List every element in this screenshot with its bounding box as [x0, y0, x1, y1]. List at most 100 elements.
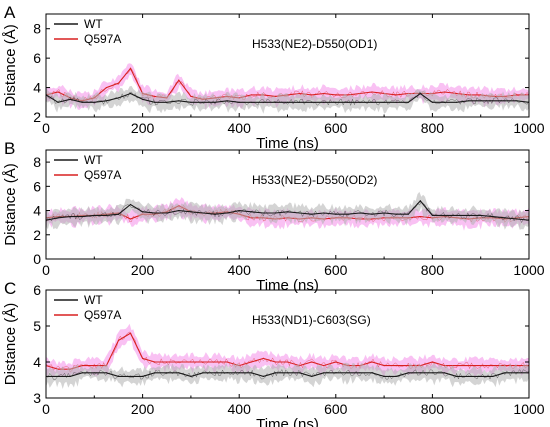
x-axis-title: Time (ns) [256, 416, 319, 427]
q597a-point [456, 92, 458, 95]
wt-point [262, 375, 264, 377]
wt-point [431, 214, 433, 216]
wt-point [274, 101, 276, 103]
distance-pair-label: H533(NE2)-D550(OD1) [252, 37, 377, 51]
x-tick-label: 400 [228, 120, 252, 136]
wt-point [142, 98, 144, 100]
wt-point [166, 372, 168, 374]
wt-point [81, 101, 83, 103]
panel-b: 0 200 400 600 800 1000 0 2 4 6 8 Time (ns) Distance … [2, 139, 545, 294]
wt-point [299, 372, 301, 374]
wt-point [311, 101, 313, 103]
wt-point [178, 210, 180, 212]
q597a-fluctuation-band [46, 323, 529, 378]
wt-point [395, 101, 397, 103]
wt-point [117, 375, 120, 377]
q597a-point [516, 94, 518, 96]
panel-letter: C [4, 279, 16, 298]
q597a-point [214, 361, 216, 363]
q597a-point [323, 365, 325, 367]
wt-point [262, 101, 264, 103]
y-tick-label: 2 [33, 109, 41, 125]
wt-point [142, 375, 144, 377]
panel-a: 0 200 400 600 800 1000 2 4 6 8 Time (ns) Distance (… [2, 3, 545, 152]
wt-point [371, 101, 373, 103]
wt-point [81, 372, 83, 374]
q597a-point [105, 87, 107, 89]
wt-point [371, 213, 373, 215]
x-tick-label: 1000 [513, 401, 544, 417]
q597a-point [93, 365, 95, 367]
wt-point [480, 100, 482, 102]
y-tick-label: 0 [33, 251, 41, 267]
q597a-point [154, 95, 156, 97]
x-tick-label: 800 [421, 120, 445, 136]
panel-letter: A [4, 3, 16, 22]
wt-point [419, 92, 421, 95]
q597a-point [178, 361, 180, 363]
wt-point [105, 372, 107, 374]
wt-point [190, 101, 192, 103]
wt-point [468, 375, 470, 377]
wt-fluctuation-band [46, 85, 529, 114]
wt-point [142, 211, 144, 213]
wt-point [323, 101, 325, 103]
q597a-point [431, 361, 433, 363]
wt-raw-trace [46, 91, 529, 107]
y-axis-title: Distance (Å) [2, 163, 19, 246]
q597a-point [323, 92, 325, 95]
q597a-point [250, 361, 252, 363]
x-tick-label: 400 [228, 401, 252, 417]
wt-point [419, 372, 421, 374]
wt-point [202, 212, 204, 214]
wt-point [238, 101, 240, 103]
q597a-point [226, 361, 228, 363]
legend-label: WT [84, 17, 103, 31]
q597a-point [456, 365, 458, 367]
wt-point [371, 372, 373, 374]
q597a-point [117, 82, 120, 84]
y-tick-label: 6 [33, 178, 41, 194]
x-tick-label: 1000 [513, 262, 544, 278]
wt-point [468, 214, 470, 216]
wt-point [335, 372, 337, 374]
wt-point [286, 372, 289, 374]
legend-label: Q597A [84, 308, 121, 322]
y-tick-label: 4 [33, 80, 41, 96]
legend-label: Q597A [84, 32, 121, 46]
wt-point [286, 211, 289, 213]
wt-point [456, 214, 458, 216]
wt-point [93, 101, 95, 103]
wt-point [480, 214, 482, 216]
wt-point [166, 101, 168, 103]
q597a-point [395, 365, 397, 367]
x-tick-label: 200 [131, 401, 155, 417]
q597a-point [299, 92, 301, 95]
legend-label: WT [84, 293, 103, 307]
wt-fluctuation-band [46, 191, 529, 230]
q597a-point [57, 91, 59, 93]
wt-point [69, 98, 71, 100]
wt-point [431, 372, 433, 374]
x-tick-label: 0 [42, 120, 50, 136]
wt-point [383, 375, 385, 377]
wt-point [178, 372, 180, 374]
q597a-point [202, 361, 204, 363]
wt-point [117, 97, 120, 99]
x-tick-label: 800 [421, 401, 445, 417]
wt-point [69, 375, 71, 377]
wt-point [323, 212, 325, 214]
wt-point [431, 101, 433, 103]
wt-point [443, 372, 446, 374]
q597a-point [371, 218, 373, 220]
wt-point [504, 217, 506, 219]
wt-point [226, 100, 228, 102]
q597a-point [129, 67, 132, 69]
q597a-point [274, 95, 276, 97]
wt-point [117, 213, 120, 215]
wt-point [419, 200, 421, 202]
wt-point [238, 372, 240, 374]
